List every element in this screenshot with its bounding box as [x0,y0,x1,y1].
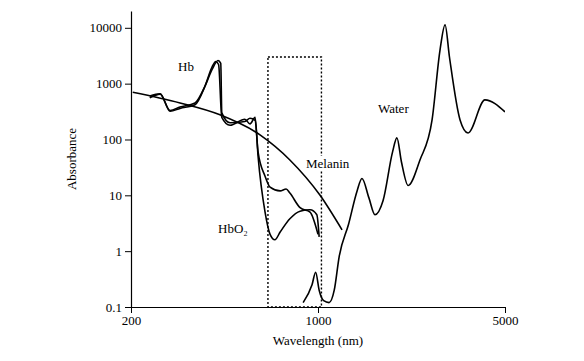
tick-label: 200 [122,313,142,328]
tick: 10 [109,188,131,203]
label-background [217,221,249,236]
tick-mark [125,307,131,308]
tick: 5000 [493,307,519,328]
curve-label: Melanin [306,156,350,171]
chart-container: 200 1000 5000 0.1 1 10 100 1000 10000 Wavelength … [0,0,584,361]
tick-mark [125,28,131,29]
tick-mark [125,84,131,85]
tick-label: 1 [116,244,123,259]
tick: 1000 [306,307,332,328]
x-axis: 200 1000 5000 [122,307,519,328]
tick-mark [505,307,506,313]
tick-label: 10000 [90,20,123,35]
tick-label: 10 [109,188,122,203]
tick-mark [125,139,131,140]
tick-label: 5000 [493,313,519,328]
y-axis: 0.1 1 10 100 1000 10000 [90,12,132,315]
tick-label: 100 [103,132,123,147]
plot-area [133,25,505,307]
tick: 200 [122,307,142,328]
curve-label: HbO₂ [218,221,248,236]
tick-label: 1000 [306,313,332,328]
highlight-window [268,57,321,307]
tick: 1000 [96,76,131,91]
tick-label: 1000 [96,76,122,91]
x-axis-title: Wavelength (nm) [273,333,363,348]
label-background [177,59,195,74]
tick-label: 0.1 [106,300,122,315]
curve-label: Hb [178,59,194,74]
series-line [303,25,505,303]
tick-mark [125,251,131,252]
tick: 0.1 [106,300,131,315]
label-background [377,101,410,116]
curve-labels: Hb HbO₂ Melanin Water [177,59,410,236]
y-axis-title: Absorbance [64,128,79,190]
tick-mark [125,195,131,196]
axis-line [131,12,132,308]
tick-mark [318,307,319,313]
curve-label: Water [378,101,409,116]
tick-mark [131,307,132,313]
chart-svg: 200 1000 5000 0.1 1 10 100 1000 10000 Wavelength … [0,0,584,361]
label-background [305,156,351,171]
tick: 10000 [90,20,132,35]
tick: 100 [103,132,132,147]
series-line [150,60,318,234]
tick: 1 [116,244,132,259]
series-line [150,61,319,239]
